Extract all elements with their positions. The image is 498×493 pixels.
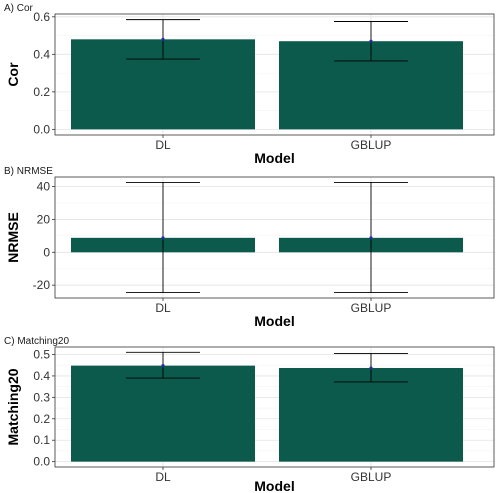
y-tick-label: 0.3 xyxy=(33,390,50,404)
bar-dl xyxy=(71,365,255,462)
y-tick-label: 0.5 xyxy=(33,348,50,362)
x-axis-title: Model xyxy=(254,150,294,166)
y-tick-label: 0.2 xyxy=(33,412,50,426)
y-axis-title: Cor xyxy=(5,62,21,87)
chart-panel-2: B) NRMSE -20 0 20 40 DL GBLUP Model NRMSE xyxy=(4,166,495,329)
y-tick-label: 0.0 xyxy=(33,455,50,469)
y-tick-label: 0.6 xyxy=(33,10,50,24)
y-tick-label: 0.4 xyxy=(33,369,50,383)
x-tick-label: DL xyxy=(155,470,171,484)
chart-panel-1: A) Cor 0.0 0.2 0.4 0.6 DL GBLUP Model Cor xyxy=(4,3,495,166)
x-tick-label: GBLUP xyxy=(351,470,392,484)
y-tick-label: 0.4 xyxy=(33,47,50,61)
y-axis-title: Matching20 xyxy=(5,368,21,445)
x-tick-label: GBLUP xyxy=(351,301,392,315)
y-tick-label: 0.0 xyxy=(33,122,50,136)
mean-point-dl xyxy=(161,37,165,41)
y-axis-title: NRMSE xyxy=(5,212,21,263)
bar-gblup xyxy=(279,368,463,462)
y-tick-label: 0.2 xyxy=(33,85,50,99)
y-tick-label: 0.1 xyxy=(33,433,50,447)
chart-panel-3: C) Matching20 0.0 0.1 0.2 0.3 0.4 0.5 DL GBLUP Mo… xyxy=(4,336,495,493)
x-axis-title: Model xyxy=(254,478,294,493)
y-tick-label: 40 xyxy=(37,180,51,194)
y-tick-label: 0 xyxy=(43,245,50,259)
mean-point-gblup xyxy=(369,236,373,240)
y-tick-label: -20 xyxy=(33,278,51,292)
y-tick-label: 20 xyxy=(37,212,51,226)
panel-title: A) Cor xyxy=(4,3,34,14)
mean-point-gblup xyxy=(369,39,373,43)
x-tick-label: DL xyxy=(155,138,171,152)
mean-point-gblup xyxy=(369,366,373,370)
panel-border xyxy=(54,346,495,468)
x-axis-title: Model xyxy=(254,313,294,329)
panel-border xyxy=(54,176,495,299)
panel-title: C) Matching20 xyxy=(4,336,69,347)
x-tick-label: GBLUP xyxy=(351,138,392,152)
panel-border xyxy=(54,13,495,136)
x-tick-label: DL xyxy=(155,301,171,315)
mean-point-dl xyxy=(161,236,165,240)
mean-point-dl xyxy=(161,364,165,368)
panel-title: B) NRMSE xyxy=(4,166,53,177)
